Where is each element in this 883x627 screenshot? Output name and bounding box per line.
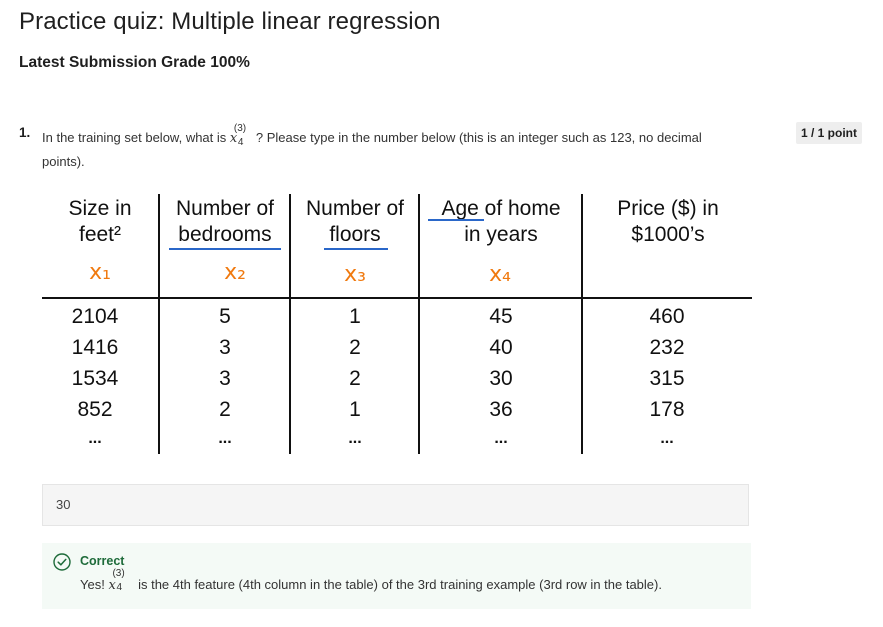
cell: 45 [489, 305, 513, 328]
header-size: Size in feet² [68, 197, 132, 246]
underline-bedrooms [169, 248, 281, 250]
divider-1 [158, 194, 160, 454]
page-title: Practice quiz: Multiple linear regressio… [19, 8, 441, 35]
math-x4-3: x (3) 4 [229, 123, 247, 148]
cell: 2104 [71, 305, 119, 328]
cell: 30 [489, 367, 513, 390]
correct-label: Correct [80, 554, 125, 568]
question-prefix: In the training set below, what is [42, 130, 227, 145]
training-set-table: Size in feet² Number of bedrooms Number of… [42, 190, 752, 455]
submission-grade: Latest Submission Grade 100% [19, 54, 250, 71]
cell: 5 [219, 305, 231, 328]
feedback-text: Yes! x (3) 4 is the 4th feature (4th colum… [80, 568, 662, 593]
cell: 460 [649, 305, 685, 328]
cell: 315 [649, 367, 685, 390]
question-suffix: ? Please type in the number below (this … [255, 130, 702, 145]
ellipsis: ... [348, 430, 362, 447]
math-x4-3: x (3) 4 [108, 568, 125, 593]
header-bedrooms: Number of bedrooms [175, 197, 275, 246]
ellipsis: ... [88, 430, 102, 447]
ellipsis: ... [218, 430, 232, 447]
cell: 1534 [71, 367, 119, 390]
feature-label-x4: x₄ [489, 262, 511, 287]
header-age: Age of home in years [441, 197, 561, 246]
ellipsis: ... [494, 430, 508, 447]
cell: 232 [649, 336, 685, 359]
header-rule [42, 297, 752, 299]
question-text: In the training set below, what is x (3) 4… [42, 123, 762, 173]
underline-floors [324, 248, 388, 250]
divider-3 [418, 194, 420, 454]
divider-4 [581, 194, 583, 454]
cell: 1 [349, 305, 361, 328]
feature-label-x1: x₁ [89, 260, 111, 285]
cell: 2 [219, 398, 231, 421]
feature-label-x2: x₂ [224, 260, 246, 285]
cell: 1416 [71, 336, 119, 359]
cell: 40 [489, 336, 513, 359]
cell: 36 [489, 398, 513, 421]
header-floors: Number of floors [305, 197, 405, 246]
feedback-panel: Correct Yes! x (3) 4 is the 4th feature (4… [42, 543, 751, 609]
cell: 3 [219, 336, 231, 359]
header-price: Price ($) in $1000’s [617, 197, 719, 246]
divider-2 [289, 194, 291, 454]
feature-label-x3: x₃ [344, 262, 366, 287]
question-number: 1. [19, 125, 31, 140]
ellipsis: ... [660, 430, 674, 447]
answer-value: 30 [56, 497, 71, 512]
cell: 3 [219, 367, 231, 390]
cell: 852 [77, 398, 113, 421]
cell: 178 [649, 398, 685, 421]
answer-input[interactable]: 30 [42, 484, 749, 526]
check-circle-icon [53, 553, 71, 571]
cell: 2 [349, 367, 361, 390]
underline-age [428, 219, 484, 221]
cell: 2 [349, 336, 361, 359]
question-suffix-2: points). [42, 154, 85, 169]
cell: 1 [349, 398, 361, 421]
points-badge: 1 / 1 point [796, 122, 863, 144]
